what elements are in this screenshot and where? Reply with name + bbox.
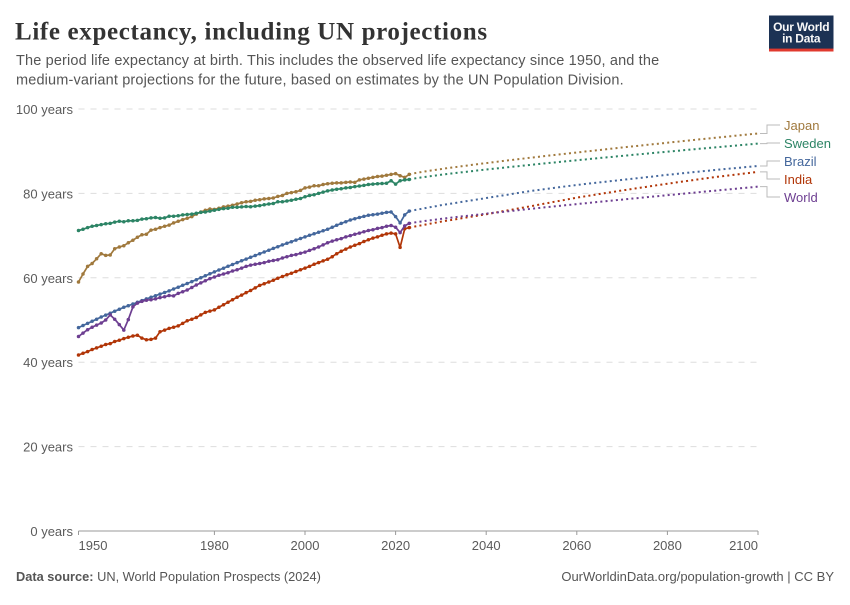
svg-text:2000: 2000 (291, 538, 320, 553)
svg-text:100 years: 100 years (16, 102, 74, 117)
svg-text:Our World: Our World (773, 20, 829, 34)
svg-text:The period life expectancy at: The period life expectancy at birth. Thi… (16, 53, 659, 69)
svg-text:Japan: Japan (784, 118, 819, 133)
svg-text:1950: 1950 (79, 538, 108, 553)
svg-text:60 years: 60 years (23, 271, 73, 286)
svg-text:Life expectancy, including UN: Life expectancy, including UN projection… (15, 19, 488, 46)
svg-text:80 years: 80 years (23, 186, 73, 201)
svg-text:India: India (784, 172, 813, 187)
svg-text:2100: 2100 (729, 538, 758, 553)
svg-text:2040: 2040 (472, 538, 501, 553)
svg-text:40 years: 40 years (23, 355, 73, 370)
svg-text:Sweden: Sweden (784, 136, 831, 151)
svg-text:20 years: 20 years (23, 440, 73, 455)
svg-text:medium-variant projections for: medium-variant projections for the futur… (16, 73, 624, 89)
svg-text:2020: 2020 (381, 538, 410, 553)
svg-text:2080: 2080 (653, 538, 682, 553)
svg-text:0 years: 0 years (30, 524, 73, 539)
svg-text:World: World (784, 190, 818, 205)
svg-text:Brazil: Brazil (784, 154, 817, 169)
svg-text:Data source: UN, World Populat: Data source: UN, World Population Prospe… (16, 569, 321, 584)
svg-text:1980: 1980 (200, 538, 229, 553)
svg-text:in Data: in Data (782, 31, 821, 45)
svg-text:OurWorldinData.org/population-: OurWorldinData.org/population-growth | C… (561, 569, 834, 584)
svg-text:2060: 2060 (562, 538, 591, 553)
